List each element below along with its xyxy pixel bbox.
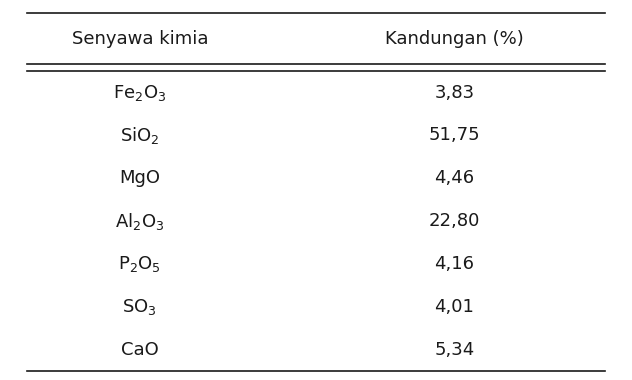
Text: Fe$_2$O$_3$: Fe$_2$O$_3$ <box>113 82 166 103</box>
Text: Senyawa kimia: Senyawa kimia <box>71 30 208 48</box>
Text: 51,75: 51,75 <box>428 127 480 144</box>
Text: MgO: MgO <box>119 169 161 187</box>
Text: SiO$_2$: SiO$_2$ <box>120 125 159 146</box>
Text: Kandungan (%): Kandungan (%) <box>385 30 524 48</box>
Text: Al$_2$O$_3$: Al$_2$O$_3$ <box>115 211 164 232</box>
Text: 3,83: 3,83 <box>434 84 475 101</box>
Text: 4,46: 4,46 <box>434 169 475 187</box>
Text: P$_2$O$_5$: P$_2$O$_5$ <box>118 254 161 274</box>
Text: SO$_3$: SO$_3$ <box>123 297 157 317</box>
Text: CaO: CaO <box>121 340 159 359</box>
Text: 5,34: 5,34 <box>434 340 475 359</box>
Text: 4,01: 4,01 <box>434 298 475 316</box>
Text: 22,80: 22,80 <box>428 212 480 230</box>
Text: 4,16: 4,16 <box>434 255 475 273</box>
